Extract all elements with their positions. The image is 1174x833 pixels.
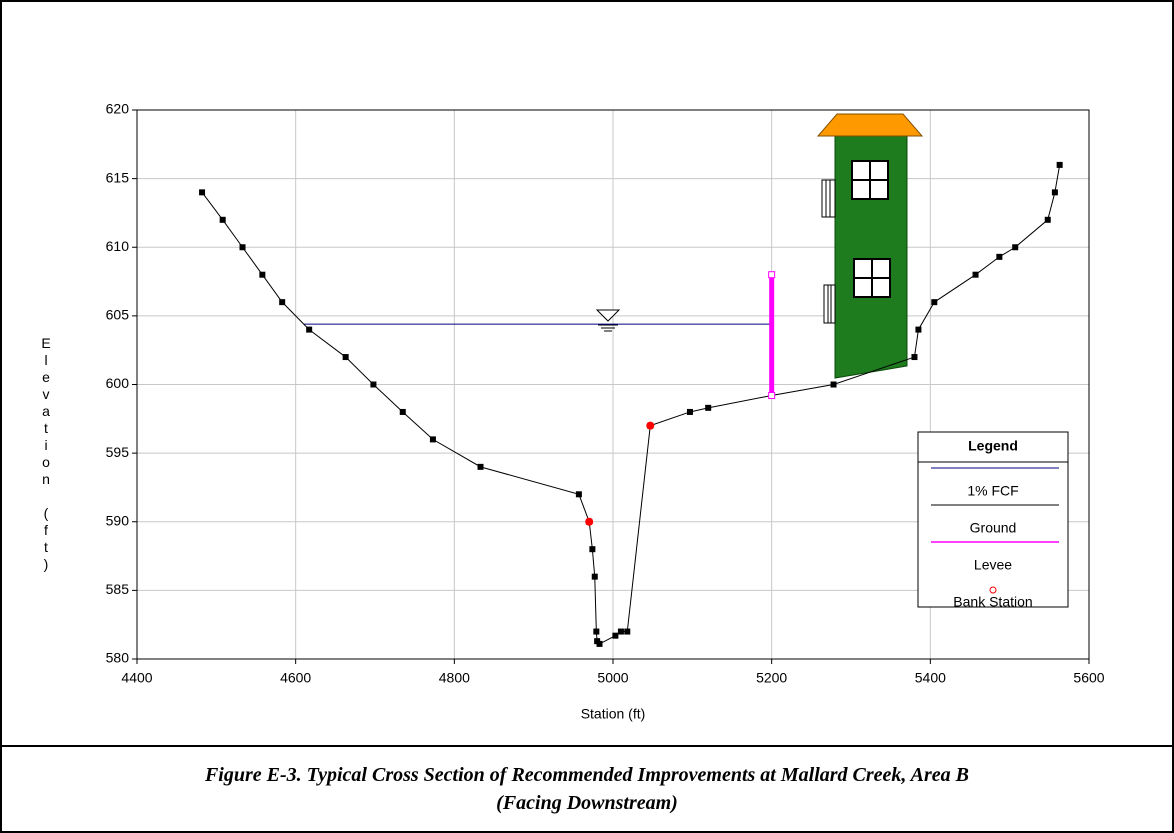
- levee-end: [769, 392, 775, 398]
- y-axis-label: Elevation (ft): [36, 335, 66, 573]
- x-tick-label: 4600: [280, 670, 311, 686]
- point: [592, 574, 598, 580]
- point: [585, 518, 593, 526]
- point: [996, 254, 1002, 260]
- point: [430, 436, 436, 442]
- point: [306, 327, 312, 333]
- x-tick-label: 4400: [121, 670, 152, 686]
- point: [624, 629, 630, 635]
- y-tick-label: 620: [106, 101, 130, 117]
- water-symbol: [597, 310, 619, 331]
- point: [1012, 244, 1018, 250]
- point: [911, 354, 917, 360]
- y-tick-label: 595: [106, 444, 130, 460]
- legend-label: Ground: [970, 520, 1017, 536]
- point: [973, 272, 979, 278]
- y-tick-label: 580: [106, 650, 130, 666]
- point: [831, 382, 837, 388]
- x-tick-label: 4800: [439, 670, 470, 686]
- y-tick-label: 615: [106, 169, 130, 185]
- point: [279, 299, 285, 305]
- point: [612, 633, 618, 639]
- point: [687, 409, 693, 415]
- point: [646, 422, 654, 430]
- point: [593, 629, 599, 635]
- point: [597, 641, 603, 647]
- point: [478, 464, 484, 470]
- building: [818, 114, 922, 378]
- legend-label: Levee: [974, 557, 1012, 573]
- point: [589, 546, 595, 552]
- point: [259, 272, 265, 278]
- y-tick-label: 585: [106, 581, 130, 597]
- levee-end: [769, 272, 775, 278]
- x-tick-label: 5000: [597, 670, 628, 686]
- point: [915, 327, 921, 333]
- legend-title: Legend: [968, 438, 1018, 454]
- point: [400, 409, 406, 415]
- point: [240, 244, 246, 250]
- y-tick-label: 605: [106, 307, 130, 323]
- y-tick-label: 590: [106, 512, 130, 528]
- legend-label: 1% FCF: [967, 483, 1018, 499]
- x-tick-label: 5200: [756, 670, 787, 686]
- point: [931, 299, 937, 305]
- point: [370, 382, 376, 388]
- caption: (Facing Downstream): [0, 792, 1174, 815]
- y-tick-label: 610: [106, 238, 130, 254]
- point: [343, 354, 349, 360]
- point: [705, 405, 711, 411]
- x-tick-label: 5400: [915, 670, 946, 686]
- x-tick-label: 5600: [1073, 670, 1104, 686]
- point: [1057, 162, 1063, 168]
- point: [1045, 217, 1051, 223]
- point: [199, 189, 205, 195]
- caption: Figure E-3. Typical Cross Section of Rec…: [0, 764, 1174, 787]
- y-tick-label: 600: [106, 375, 130, 391]
- point: [618, 629, 624, 635]
- point: [576, 491, 582, 497]
- legend-label: Bank Station: [953, 594, 1032, 610]
- x-axis-label: Station (ft): [581, 706, 646, 722]
- chart: Station (ft) Legend 580 585 590 595 600 605 61…: [0, 0, 1174, 833]
- point: [1052, 189, 1058, 195]
- point: [220, 217, 226, 223]
- page: Station (ft) Legend 580 585 590 595 600 605 61…: [0, 0, 1174, 833]
